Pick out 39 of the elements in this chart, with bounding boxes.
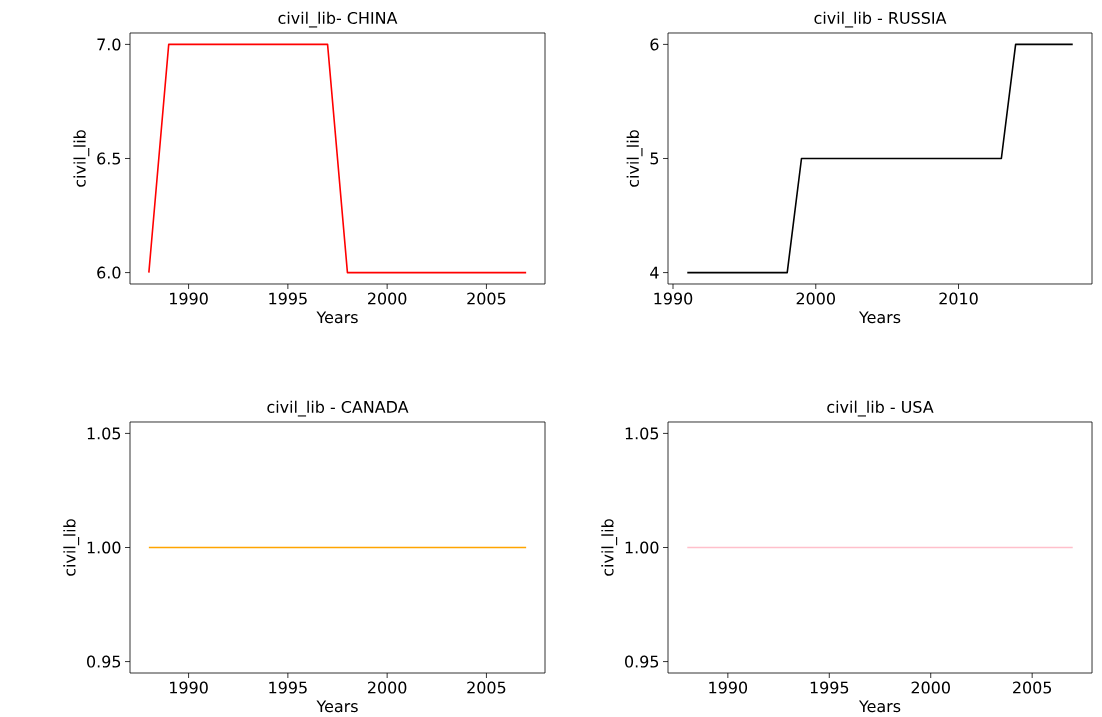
- y-tick-label: 1.00: [87, 541, 121, 554]
- y-tick-label: 0.95: [625, 655, 659, 668]
- x-tick-label: 2000: [368, 681, 407, 694]
- x-tick-label: 1995: [269, 681, 307, 694]
- x-tick-label: 2005: [467, 681, 506, 694]
- x-tick-label: 2005: [1013, 681, 1052, 694]
- chart-title: civil_lib- CHINA: [278, 11, 398, 28]
- x-axis-title: Years: [858, 311, 901, 324]
- y-tick-label: 5: [650, 152, 659, 165]
- y-tick-label: 4: [650, 266, 659, 279]
- y-axis-title: civil_lib: [601, 519, 618, 576]
- x-tick-label: 1990: [170, 292, 208, 305]
- x-axis-title: Years: [316, 700, 358, 713]
- x-axis-title: Years: [858, 700, 901, 713]
- y-tick-label: 6: [650, 38, 659, 51]
- x-tick-label: 1990: [170, 681, 208, 694]
- y-tick-label: 1.05: [625, 427, 659, 440]
- y-tick-label: 6.0: [97, 266, 121, 279]
- y-axis-title: civil_lib: [626, 130, 643, 187]
- x-tick-label: 2000: [796, 292, 835, 305]
- y-tick-label: 1.00: [625, 541, 659, 554]
- chart-title: civil_lib - CANADA: [267, 400, 409, 417]
- x-axis-title: Years: [316, 311, 358, 324]
- x-tick-label: 2000: [911, 681, 950, 694]
- chart-title: civil_lib - RUSSIA: [814, 11, 947, 28]
- x-tick-label: 1995: [810, 681, 849, 694]
- x-tick-label: 1990: [654, 292, 693, 305]
- y-axis-title: civil_lib: [73, 130, 90, 187]
- y-tick-label: 0.95: [87, 655, 121, 668]
- x-tick-label: 1995: [269, 292, 307, 305]
- x-tick-label: 2005: [467, 292, 506, 305]
- y-tick-label: 1.05: [87, 427, 121, 440]
- x-tick-label: 2010: [939, 292, 978, 305]
- y-tick-label: 7.0: [97, 38, 121, 51]
- x-tick-label: 2000: [368, 292, 407, 305]
- y-axis-title: civil_lib: [63, 519, 80, 576]
- chart-title: civil_lib - USA: [827, 400, 934, 417]
- x-tick-label: 1990: [709, 681, 748, 694]
- y-tick-label: 6.5: [97, 152, 121, 165]
